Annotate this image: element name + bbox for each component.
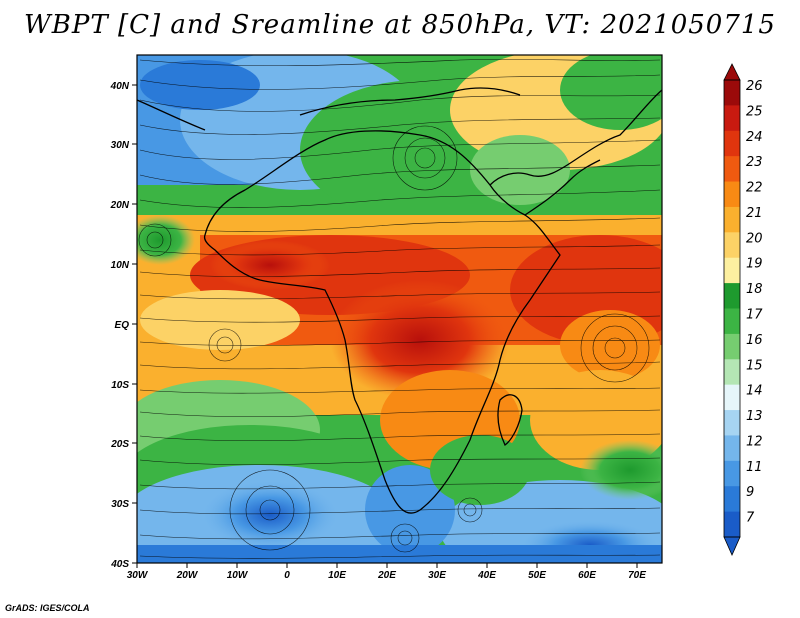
colorbar-label: 17 [746, 308, 763, 323]
credit-label: GrADS: IGES/COLA [5, 603, 90, 613]
colorbar-segment [724, 359, 740, 386]
lat-label: 40S [110, 559, 129, 570]
colorbar-segment [724, 257, 740, 284]
colorbar-label: 23 [746, 155, 763, 170]
latitude-labels: 40N 30N 20N 10N EQ 10S 20S 30S 40S [110, 81, 130, 570]
plot-frame [136, 54, 663, 564]
lon-label: 20W [176, 570, 199, 581]
colorbar-segment [724, 181, 740, 208]
colorbar-frame [723, 79, 741, 538]
lat-label: 30S [111, 499, 129, 510]
colorbar-segment [724, 486, 740, 513]
colorbar-label: 20 [746, 231, 763, 246]
lat-label: 10N [111, 260, 130, 271]
streamlines [138, 59, 661, 559]
map-title: WBPT [C] and Sreamline at 850hPa, VT: 20… [24, 10, 776, 40]
lat-label: 40N [110, 81, 130, 92]
coastlines [137, 87, 662, 514]
lat-label: 10S [111, 380, 129, 391]
lat-label: 20N [110, 200, 130, 211]
colorbar-segment [724, 130, 740, 157]
lon-label: 70E [628, 570, 646, 581]
colorbar-segment [724, 105, 740, 132]
lon-label: 10W [227, 570, 249, 581]
colorbar-segment [724, 156, 740, 182]
colorbar-label: 9 [746, 485, 754, 500]
colorbar-label: 25 [746, 104, 763, 119]
colorbar: 26 25 24 23 22 21 20 19 18 17 16 15 14 13 12 11 9 7 [723, 63, 763, 556]
colorbar-label: 24 [746, 130, 763, 145]
wbpt-shading [137, 55, 662, 563]
lat-label: EQ [115, 320, 130, 331]
colorbar-segment [724, 232, 740, 259]
colorbar-segment [724, 511, 740, 538]
lon-label: 20E [377, 570, 396, 581]
colorbar-min-arrow [723, 536, 741, 556]
colorbar-max-arrow [723, 63, 741, 81]
colorbar-segment [724, 308, 740, 335]
lon-label: 40E [477, 570, 496, 581]
colorbar-segment [724, 435, 740, 462]
colorbar-label: 26 [746, 79, 763, 94]
colorbar-segment [724, 460, 740, 487]
colorbar-label: 14 [746, 384, 763, 399]
colorbar-segment [724, 333, 740, 360]
colorbar-label: 19 [746, 257, 763, 272]
colorbar-label: 22 [746, 181, 763, 196]
axis-ticks [132, 84, 638, 568]
lon-label: 30W [127, 570, 149, 581]
colorbar-label: 7 [746, 511, 755, 526]
lon-label: 0 [284, 570, 290, 581]
colorbar-label: 13 [746, 409, 763, 424]
colorbar-label: 16 [746, 333, 763, 348]
colorbar-segment [724, 384, 740, 411]
colorbar-segment [724, 410, 740, 436]
lon-label: 60E [578, 570, 596, 581]
lat-label: 20S [110, 439, 129, 450]
lat-label: 30N [111, 140, 130, 151]
colorbar-segment [724, 206, 740, 233]
colorbar-label: 12 [746, 434, 763, 449]
colorbar-label: 18 [746, 282, 763, 297]
colorbar-label: 15 [746, 358, 763, 373]
colorbar-segment [724, 80, 740, 106]
colorbar-label: 11 [746, 460, 763, 475]
colorbar-segment [724, 283, 740, 309]
lon-label: 30E [428, 570, 446, 581]
longitude-labels: 30W 20W 10W 0 10E 20E 30E 40E 50E 60E 70… [127, 570, 647, 581]
lon-label: 50E [528, 570, 546, 581]
lon-label: 10E [328, 570, 346, 581]
colorbar-label: 21 [746, 206, 763, 221]
